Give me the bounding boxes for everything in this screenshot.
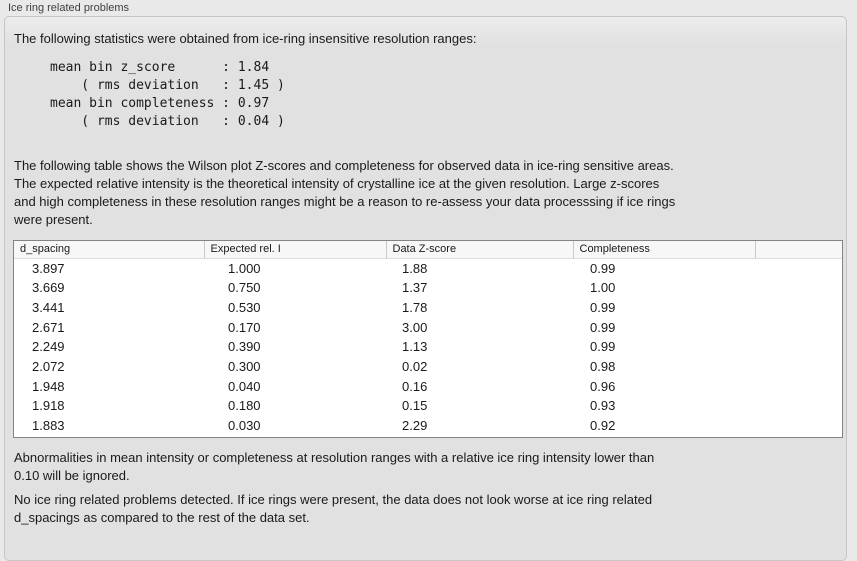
table-cell (755, 298, 842, 318)
table-cell: 3.00 (402, 319, 428, 335)
description-text: The following table shows the Wilson plo… (14, 158, 676, 227)
table-cell: 2.072 (32, 359, 65, 375)
table-cell: 0.390 (228, 339, 261, 355)
table-cell: 0.750 (228, 280, 261, 296)
column-header-d-spacing[interactable]: d_spacing (14, 241, 204, 259)
table-cell: 0.300 (228, 359, 261, 375)
table-cell (755, 278, 842, 298)
table-cell (755, 258, 842, 278)
table-cell: 0.93 (590, 398, 616, 414)
table-cell: 0.99 (590, 260, 616, 276)
table-cell (755, 337, 842, 357)
table-cell: 0.180 (228, 398, 261, 414)
table-cell: 3.441 (32, 299, 65, 315)
table-row[interactable]: 1.883 0.030 2.29 0.92 (14, 416, 842, 436)
table-cell: 0.99 (590, 339, 616, 355)
table-cell: 0.16 (402, 378, 428, 394)
table-cell: 0.530 (228, 299, 261, 315)
table-body: 3.897 1.000 1.88 0.99 3.669 0.750 1.37 1.00 3.44… (14, 258, 842, 436)
table-cell: 1.78 (402, 299, 428, 315)
table-cell: 0.98 (590, 359, 616, 375)
table-header-row: d_spacing Expected rel. I Data Z-score C… (14, 241, 842, 259)
table-cell: 3.669 (32, 280, 65, 296)
table-cell: 0.02 (402, 359, 428, 375)
table-cell (755, 396, 842, 416)
table-cell: 2.249 (32, 339, 65, 355)
table-cell: 1.918 (32, 398, 65, 414)
table-row[interactable]: 2.671 0.170 3.00 0.99 (14, 318, 842, 338)
column-header-expected-rel-i[interactable]: Expected rel. I (203, 241, 386, 259)
column-header-data-z-score[interactable]: Data Z-score (385, 241, 573, 259)
table-cell: 1.883 (32, 418, 65, 434)
ice-ring-table: d_spacing Expected rel. I Data Z-score C… (14, 241, 842, 436)
table-cell (755, 377, 842, 397)
table-row[interactable]: 1.948 0.040 0.16 0.96 (14, 377, 842, 397)
table-cell: 1.37 (402, 280, 428, 296)
table-cell (755, 318, 842, 338)
table-cell: 2.671 (32, 319, 65, 335)
table-cell: 1.88 (402, 260, 428, 276)
table-cell: 3.897 (32, 260, 65, 276)
table-row[interactable]: 1.918 0.180 0.15 0.93 (14, 396, 842, 416)
note-ignore-text: Abnormalities in mean intensity or compl… (14, 450, 655, 483)
table-row[interactable]: 2.249 0.390 1.13 0.99 (14, 337, 842, 357)
stats-block: mean bin z_score : 1.84 ( rms deviation … (50, 60, 285, 129)
table-cell: 1.13 (402, 339, 428, 355)
ice-ring-table-container[interactable]: d_spacing Expected rel. I Data Z-score C… (13, 240, 843, 438)
table-cell: 1.000 (228, 260, 261, 276)
conclusion-text: No ice ring related problems detected. I… (14, 492, 653, 525)
table-row[interactable]: 2.072 0.300 0.02 0.98 (14, 357, 842, 377)
table-row[interactable]: 3.669 0.750 1.37 1.00 (14, 278, 842, 298)
groupbox-title: Ice ring related problems (8, 2, 130, 14)
table-cell: 0.96 (590, 378, 616, 394)
table-cell: 0.040 (228, 378, 261, 394)
table-cell: 0.92 (590, 418, 616, 434)
column-header-completeness[interactable]: Completeness (572, 241, 755, 259)
table-cell: 0.030 (228, 418, 261, 434)
ice-ring-report-page: { "groupbox": { "title": "Ice ring relat… (4, 2, 847, 561)
table-cell: 0.99 (590, 319, 616, 335)
table-cell (755, 416, 842, 436)
table-cell: 0.99 (590, 299, 616, 315)
column-header-empty (754, 241, 842, 259)
table-row[interactable]: 3.441 0.530 1.78 0.99 (14, 298, 842, 318)
table-cell: 0.15 (402, 398, 428, 414)
intro-text: The following statistics were obtained f… (14, 31, 477, 46)
table-cell: 1.948 (32, 378, 65, 394)
table-row[interactable]: 3.897 1.000 1.88 0.99 (14, 258, 842, 278)
table-cell: 0.170 (228, 319, 261, 335)
table-cell: 2.29 (402, 418, 428, 434)
table-cell: 1.00 (590, 280, 616, 296)
table-cell (755, 357, 842, 377)
